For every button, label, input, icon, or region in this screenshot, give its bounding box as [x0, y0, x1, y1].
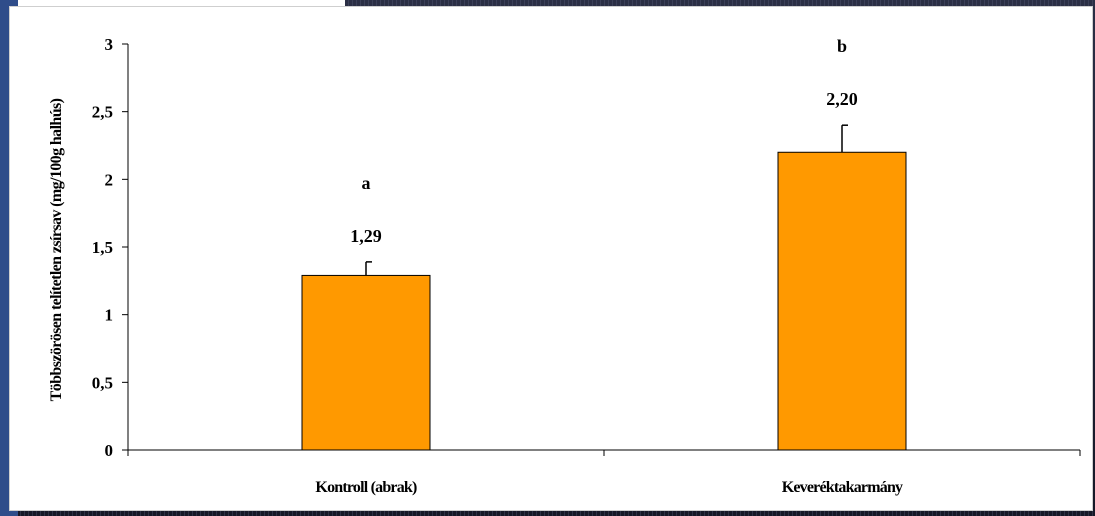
significance-letter: b	[837, 36, 847, 56]
y-tick-label: 1,5	[92, 238, 113, 257]
bar	[301, 274, 431, 451]
chart-panel	[9, 6, 1093, 511]
bar-value-label: 1,29	[350, 226, 382, 246]
data-labels: 1,29 a 2,20 b	[350, 36, 858, 246]
significance-letter: a	[362, 173, 371, 193]
y-tick-label: 2	[105, 170, 114, 189]
bar-value-label: 2,20	[826, 89, 858, 109]
y-axis-label: Többszörösen telítetlen zsírsav (mg/100g…	[48, 98, 65, 401]
bars	[301, 151, 907, 451]
y-tick-label: 1	[105, 306, 114, 325]
x-category-label: Kontroll (abrak)	[315, 479, 417, 496]
y-tick-label: 2,5	[92, 103, 113, 122]
y-ticks: 0 0,5 1 1,5 2 2,5 3	[92, 35, 128, 460]
bar	[777, 151, 907, 451]
y-tick-label: 3	[105, 35, 114, 54]
y-tick-label: 0,5	[92, 373, 113, 392]
x-category-label: Keveréktakarmány	[782, 479, 903, 496]
error-bars	[365, 124, 848, 276]
y-tick-label: 0	[105, 441, 114, 460]
x-ticks: Kontroll (abrak) Keveréktakarmány	[127, 450, 1081, 496]
